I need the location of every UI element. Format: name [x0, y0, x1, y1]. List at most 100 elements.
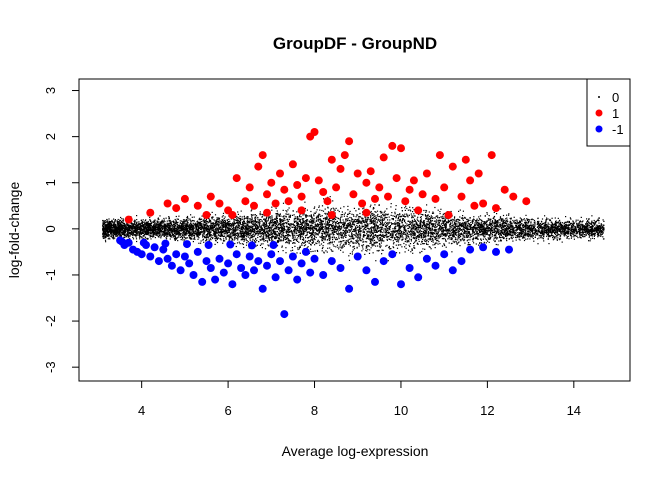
point-0: [484, 221, 486, 223]
point-0: [499, 233, 502, 235]
point-0: [423, 209, 425, 212]
point-0: [598, 226, 600, 228]
point-0: [358, 245, 360, 247]
point-0: [254, 214, 256, 216]
point-0: [280, 215, 282, 217]
point-0: [334, 221, 336, 224]
point-0: [217, 217, 219, 219]
point-0: [277, 225, 279, 227]
point-0: [572, 226, 574, 228]
point-0: [521, 230, 523, 232]
point-0: [437, 243, 439, 245]
point-0: [362, 220, 364, 222]
point-0: [411, 216, 413, 218]
point-0: [165, 226, 167, 228]
point-0: [602, 236, 604, 238]
point-0: [254, 234, 256, 236]
point-0: [107, 230, 109, 232]
point-0: [548, 229, 550, 231]
point-0: [385, 221, 387, 223]
point-0: [317, 234, 319, 236]
point-0: [362, 239, 364, 241]
point-0: [159, 221, 161, 223]
point-0: [179, 234, 181, 236]
point-0: [472, 240, 474, 242]
point-0: [534, 222, 536, 224]
point-0: [571, 227, 573, 229]
point-0: [284, 226, 286, 228]
point-0: [408, 230, 410, 233]
point-0: [233, 223, 235, 225]
point-0: [542, 226, 545, 228]
point-0: [285, 242, 287, 244]
point-0: [264, 218, 266, 221]
point-0: [449, 236, 451, 238]
point-0: [327, 224, 329, 226]
point-0: [505, 234, 507, 236]
point-0: [306, 219, 309, 221]
point-0: [294, 236, 296, 238]
point-0: [540, 230, 542, 232]
point-0: [575, 230, 578, 232]
point-0: [247, 236, 249, 238]
point-0: [297, 237, 299, 239]
point-0: [224, 221, 226, 223]
point-0: [161, 222, 163, 224]
point-0: [243, 240, 245, 242]
point-0: [535, 234, 537, 236]
point-0: [447, 238, 449, 240]
point-0: [293, 239, 295, 241]
point-0: [104, 237, 106, 239]
point-0: [369, 206, 371, 208]
point-0: [403, 215, 405, 217]
point-0: [515, 232, 517, 234]
point-0: [204, 223, 206, 225]
point-0: [358, 231, 360, 233]
point-0: [397, 236, 399, 238]
point-0: [288, 216, 290, 218]
point-0: [293, 214, 295, 216]
point-0: [299, 238, 302, 240]
point-0: [206, 234, 208, 236]
point-0: [431, 216, 433, 218]
point-0: [370, 229, 373, 231]
point-0: [320, 223, 322, 225]
point-0: [406, 237, 408, 239]
point-0: [372, 223, 375, 225]
point-0: [324, 236, 327, 238]
point-0: [123, 231, 125, 233]
point-0: [498, 230, 500, 232]
point-0: [413, 233, 415, 235]
point-0: [580, 216, 582, 218]
point-0: [567, 224, 569, 226]
point-0: [185, 233, 187, 235]
point-0: [123, 225, 125, 227]
point-0: [523, 235, 525, 237]
point-0: [360, 235, 362, 237]
point-0: [445, 230, 447, 232]
point-0: [212, 223, 214, 225]
point-0: [506, 240, 508, 242]
point-0: [237, 226, 239, 228]
point-0: [550, 229, 552, 231]
point-0: [330, 225, 332, 227]
point-0: [469, 219, 471, 221]
point-0: [297, 219, 299, 221]
point-0: [118, 222, 120, 224]
point-0: [381, 220, 383, 222]
point-0: [194, 222, 196, 224]
point-0: [333, 237, 335, 239]
point-0: [418, 213, 420, 216]
point-0: [351, 224, 353, 226]
point-0: [430, 220, 432, 222]
point-0: [198, 234, 200, 236]
point-0: [521, 229, 523, 231]
point-0: [177, 228, 179, 231]
point-0: [568, 230, 570, 232]
point-0: [283, 215, 285, 217]
point-0: [213, 219, 215, 221]
point-0: [338, 222, 340, 224]
point-0: [347, 240, 349, 243]
point-0: [303, 218, 305, 220]
point-0: [545, 231, 547, 233]
